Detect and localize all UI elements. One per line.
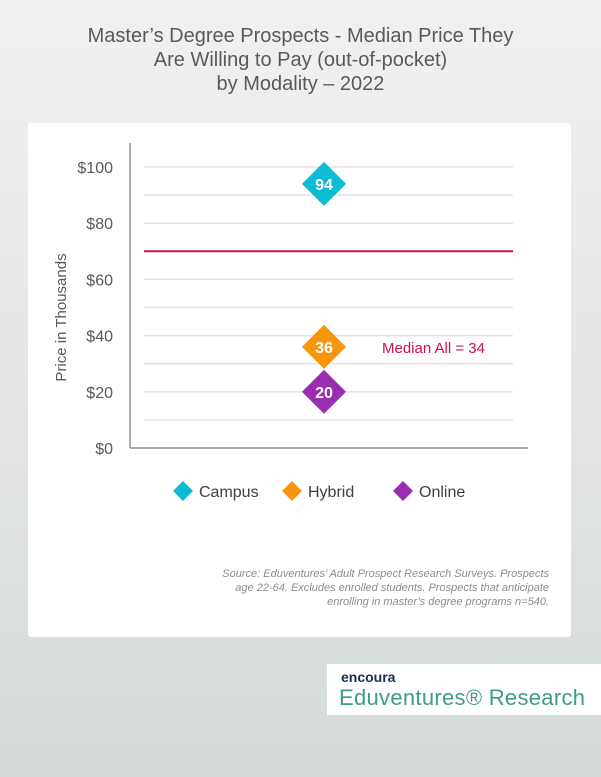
data-label: 94 bbox=[315, 177, 333, 194]
legend-marker-hybrid bbox=[282, 481, 302, 501]
chart-svg: $0 $20 $40 $60 $80 $100 Price in Thousands Medi… bbox=[53, 143, 528, 501]
median-label: Median All = 34 bbox=[382, 340, 485, 357]
legend-marker-online bbox=[393, 481, 413, 501]
y-tick-label: $100 bbox=[77, 160, 113, 177]
y-tick-label: $20 bbox=[86, 385, 113, 402]
data-label: 36 bbox=[315, 340, 333, 357]
source-note: Source: Eduventures’ Adult Prospect Rese… bbox=[222, 568, 549, 608]
legend-label: Campus bbox=[199, 484, 259, 501]
y-tick-label: $80 bbox=[86, 216, 113, 233]
data-label: 20 bbox=[315, 385, 333, 402]
y-tick-label: $60 bbox=[86, 272, 113, 289]
data-point-campus bbox=[302, 161, 346, 206]
y-tick-label: $40 bbox=[86, 329, 113, 346]
chart-title: Master’s Degree Prospects - Median Price… bbox=[0, 24, 601, 96]
data-point-hybrid bbox=[302, 324, 346, 369]
y-axis-label: Price in Thousands bbox=[53, 253, 70, 381]
logo-brand: encoura bbox=[341, 669, 396, 685]
y-tick-label: $0 bbox=[95, 441, 113, 458]
logo: encoura Eduventures® Research bbox=[327, 664, 601, 715]
title-line: Master’s Degree Prospects - Median Price… bbox=[87, 25, 514, 47]
data-point-online bbox=[302, 369, 346, 414]
legend-label: Online bbox=[419, 484, 465, 501]
logo-name: Eduventures® Research bbox=[339, 685, 586, 710]
chart-card: $0 $20 $40 $60 $80 $100 Price in Thousands Medi… bbox=[28, 123, 571, 637]
title-line: Are Willing to Pay (out-of-pocket) bbox=[153, 49, 448, 71]
title-line: by Modality – 2022 bbox=[216, 73, 385, 95]
legend-marker-campus bbox=[173, 481, 193, 501]
legend-label: Hybrid bbox=[308, 484, 354, 501]
